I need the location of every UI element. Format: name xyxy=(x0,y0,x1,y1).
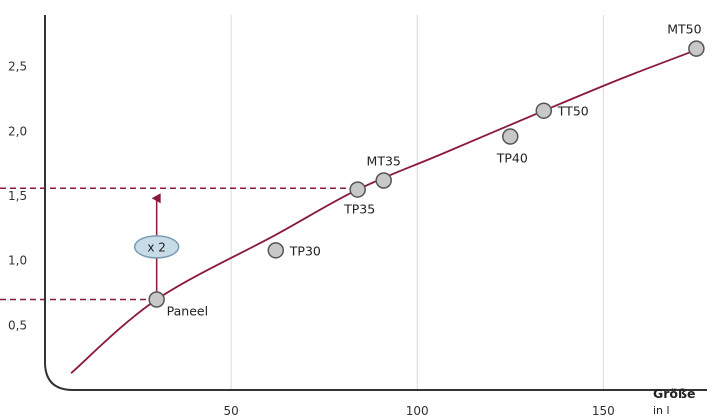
axis-line xyxy=(44,15,707,391)
grid-lines xyxy=(230,15,604,390)
data-point-label: TP35 xyxy=(343,202,375,217)
y-tick-label: 2,5 xyxy=(8,60,27,74)
data-point-label: TP40 xyxy=(496,151,528,166)
data-point-mt35 xyxy=(375,172,392,189)
guide-lines xyxy=(0,187,358,301)
axes: 0,5 1,0 1,5 2,0 2,5 50 100 150 Größe in l xyxy=(8,15,707,416)
data-point-paneel xyxy=(148,291,165,308)
curve-line xyxy=(70,49,697,374)
factor-badge xyxy=(133,235,180,259)
y-tick-label: 0,5 xyxy=(8,318,27,332)
x-tick-label: 50 xyxy=(223,404,238,416)
x-axis-title: Größe xyxy=(653,386,695,401)
annotation: x 2 xyxy=(133,193,180,292)
data-point-label: Paneel xyxy=(167,303,208,318)
data-point-label: MT35 xyxy=(367,154,401,169)
data-point-mt50 xyxy=(688,40,705,57)
data-point-tp40 xyxy=(502,128,519,145)
data-points xyxy=(148,40,705,308)
factor-badge-label: x 2 xyxy=(147,240,166,254)
y-tick-label: 1,5 xyxy=(8,189,27,203)
data-point-label: TT50 xyxy=(557,104,589,119)
data-point-tp30 xyxy=(267,242,285,259)
y-tick-label: 2,0 xyxy=(8,124,27,138)
data-point-tt50 xyxy=(535,102,553,119)
trend-curve xyxy=(70,49,697,374)
x-tick-label: 100 xyxy=(406,404,429,416)
labels: Paneel TP30 TP35 MT35 TP40 TT50 MT50 xyxy=(167,22,702,319)
data-point-label: MT50 xyxy=(667,22,701,37)
data-point-tp35 xyxy=(349,181,366,198)
y-tick-label: 1,0 xyxy=(8,254,27,268)
x-axis-unit: in l xyxy=(653,404,670,416)
data-point-label: TP30 xyxy=(289,243,321,258)
x-tick-label: 150 xyxy=(592,404,615,416)
